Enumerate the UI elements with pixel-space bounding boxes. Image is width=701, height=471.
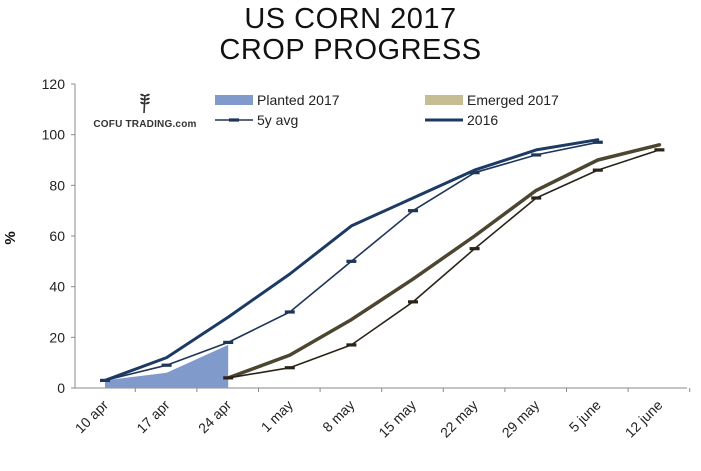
line-emerged-2017: [226, 143, 662, 380]
legend-swatch-planted-2017: [215, 95, 253, 105]
point-emerged-5y-avg: [654, 148, 665, 152]
point-5y-avg: [531, 153, 542, 157]
legend-label-planted-2017: Planted 2017: [257, 92, 340, 108]
line-emerged-5y-avg: [227, 149, 661, 379]
chart-title-line1: US CORN 2017: [244, 3, 457, 35]
area-planted-2017: [105, 344, 229, 388]
y-tick-label: 0: [57, 380, 65, 396]
point-emerged-5y-avg: [223, 376, 234, 380]
point-emerged-5y-avg: [408, 300, 418, 304]
chart-title-line2: CROP PROGRESS: [219, 34, 482, 66]
legend: Planted 2017 Emerged 2017 5y avg 2016: [215, 92, 559, 128]
cofu-trading-logo: COFU TRADING.com: [90, 92, 200, 130]
point-emerged-5y-avg: [284, 366, 295, 370]
point-emerged-5y-avg: [469, 247, 480, 251]
point-5y-avg: [408, 209, 418, 213]
point-emerged-5y-avg: [531, 196, 542, 200]
x-tick-label: 8 may: [319, 397, 357, 435]
y-tick-label: 60: [49, 228, 65, 244]
wheat-icon: [140, 93, 150, 114]
point-5y-avg: [346, 259, 357, 263]
point-5y-avg: [284, 310, 295, 314]
point-5y-avg: [223, 340, 234, 344]
x-tick-label: 15 may: [375, 397, 419, 441]
legend-label-2016: 2016: [467, 112, 498, 128]
x-tick-label: 5 june: [566, 397, 604, 435]
x-tick-label: 24 apr: [195, 397, 235, 437]
x-tick-label: 12 june: [622, 397, 666, 441]
logo-text: COFU TRADING.com: [93, 119, 197, 130]
point-emerged-5y-avg: [592, 168, 603, 172]
x-tick-label: 29 may: [499, 397, 543, 441]
series-layer: [100, 138, 665, 388]
x-tick-label: 22 may: [437, 397, 481, 441]
x-tick-label: 1 may: [258, 397, 296, 435]
x-tick-label: 17 apr: [133, 397, 173, 437]
point-5y-avg: [469, 171, 480, 175]
y-tick-label: 20: [49, 329, 65, 345]
point-5y-avg: [161, 363, 172, 367]
x-tick-label: 10 apr: [72, 397, 112, 437]
chart-title: US CORN 2017 CROP PROGRESS: [0, 4, 701, 66]
legend-swatch-emerged-2017: [425, 95, 463, 105]
y-tick-label: 100: [42, 127, 66, 143]
legend-marker-5y-avg: [229, 118, 239, 122]
point-emerged-5y-avg: [346, 343, 357, 347]
legend-label-5y-avg: 5y avg: [257, 112, 298, 128]
point-5y-avg: [592, 140, 603, 144]
y-tick-label: 40: [49, 279, 65, 295]
y-axis-label: %: [2, 231, 19, 244]
legend-label-emerged-2017: Emerged 2017: [467, 92, 559, 108]
y-tick-label: 80: [49, 177, 65, 193]
y-tick-label: 120: [42, 76, 66, 92]
